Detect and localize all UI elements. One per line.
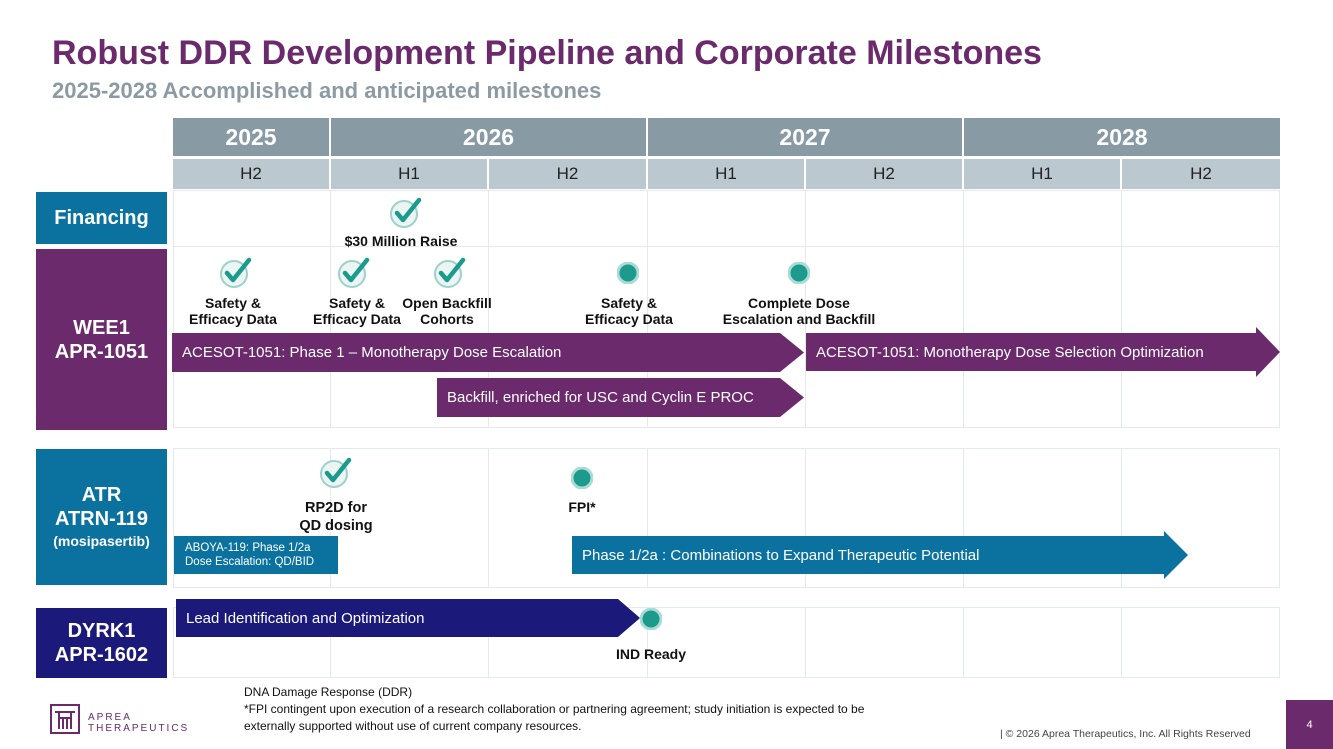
milestone-dyrk-ind: IND Ready	[615, 646, 687, 662]
row-label-financing: Financing	[36, 192, 167, 244]
checkmark-icon	[434, 257, 466, 288]
milestone-text: QD dosing	[299, 518, 373, 534]
grid-line	[488, 448, 489, 588]
checkmark-icon	[390, 197, 422, 228]
milestone-text: Open Backfill	[402, 295, 492, 311]
half-header: H1	[648, 159, 804, 189]
year-header-2027: 2027	[648, 118, 962, 156]
milestone-text: Complete Dose	[748, 295, 850, 311]
milestone-text: Safety &	[328, 295, 386, 311]
milestone-atr-rp2d: RP2D for QD dosing	[299, 499, 372, 535]
row-label-text: DYRK1	[67, 620, 136, 642]
copyright-text: | © 2026 Aprea Therapeutics, Inc. All Ri…	[1000, 728, 1251, 740]
half-header: H2	[806, 159, 962, 189]
milestone-text: Escalation and Backfill	[722, 311, 876, 327]
milestone-text: Cohorts	[420, 311, 474, 327]
milestone-wee1-safety-efficacy: Safety & Efficacy Data	[189, 295, 277, 327]
milestone-dot-icon	[571, 467, 593, 489]
arrow-text: ABOYA-119: Phase 1/2a	[185, 542, 311, 554]
grid-line	[330, 190, 331, 428]
milestone-dot-icon	[617, 262, 639, 284]
row-label-text: APR-1602	[54, 644, 149, 666]
wee1-selection-arrow: ACESOT-1051: Monotherapy Dose Selection …	[806, 327, 1280, 377]
grid-line	[805, 190, 806, 428]
dyrk1-lead-arrow: Lead Identification and Optimization	[176, 599, 640, 637]
grid-line	[647, 448, 648, 588]
row-label-text: ATRN-119	[55, 508, 148, 530]
milestone-text: Safety &	[600, 295, 658, 311]
milestone-raise: $30 Million Raise	[344, 233, 458, 249]
milestone-wee1-open-backfill: Open Backfill Cohorts	[402, 295, 491, 327]
row-label-wee1: WEE1 APR-1051	[36, 249, 167, 430]
milestone-text: Efficacy Data	[585, 311, 673, 327]
row-label-dyrk1: DYRK1 APR-1602	[36, 608, 167, 678]
milestone-text: RP2D for	[304, 500, 368, 516]
grid-line	[963, 448, 964, 588]
half-header: H2	[1122, 159, 1280, 189]
grid-line	[330, 448, 331, 588]
footnote: DNA Damage Response (DDR) *FPI contingen…	[244, 684, 864, 735]
milestone-text: Safety &	[204, 295, 262, 311]
milestone-text: Efficacy Data	[313, 311, 401, 327]
grid-line	[805, 607, 806, 678]
atr-combination-arrow: Phase 1/2a : Combinations to Expand Ther…	[572, 531, 1188, 579]
aprea-logo-text: APREA THERAPEUTICS	[88, 712, 189, 734]
year-header-2028: 2028	[964, 118, 1280, 156]
grid-line	[488, 607, 489, 678]
milestone-atr-fpi: FPI*	[568, 499, 596, 515]
half-header: H1	[331, 159, 487, 189]
row-label-text: WEE1	[73, 316, 130, 339]
aprea-logo-icon	[50, 704, 80, 734]
footnote-line: *FPI contingent upon execution of a rese…	[244, 702, 865, 716]
grid-divider	[173, 246, 1280, 247]
milestone-wee1-complete-dose: Complete Dose Escalation and Backfill	[723, 295, 876, 327]
grid-line	[330, 607, 331, 678]
grid-line	[647, 190, 648, 428]
page-number: 4	[1286, 700, 1333, 749]
footnote-line: externally supported without use of curr…	[244, 719, 582, 733]
row-label-text: APR-1051	[54, 340, 149, 363]
checkmark-icon	[320, 457, 352, 488]
arrow-text: Dose Escalation: QD/BID	[185, 556, 315, 568]
half-header: H2	[489, 159, 646, 189]
footnote-line: DNA Damage Response (DDR)	[244, 685, 413, 699]
grid-line	[1121, 190, 1122, 428]
logo-line: THERAPEUTICS	[88, 723, 190, 734]
wee1-phase1-arrow: ACESOT-1051: Phase 1 – Monotherapy Dose …	[172, 333, 804, 372]
page-subtitle: 2025-2028 Accomplished and anticipated m…	[52, 78, 602, 103]
row-label-atr: ATR ATRN-119 (mosipasertib)	[36, 449, 167, 585]
checkmark-icon	[220, 257, 252, 288]
row-label-text: ATR	[81, 484, 122, 506]
milestone-dot-icon	[788, 262, 810, 284]
wee1-backfill-arrow: Backfill, enriched for USC and Cyclin E …	[437, 378, 804, 417]
atr-escalation-box: ABOYA-119: Phase 1/2a Dose Escalation: Q…	[174, 536, 338, 574]
grid-line	[1121, 607, 1122, 678]
logo-line: APREA	[88, 712, 132, 723]
half-header: H1	[964, 159, 1120, 189]
row-label-text: (mosipasertib)	[53, 533, 150, 549]
grid-line	[488, 190, 489, 428]
grid-line	[805, 448, 806, 588]
milestone-wee1-safety-efficacy: Safety & Efficacy Data	[585, 295, 673, 327]
year-header-2026: 2026	[331, 118, 646, 156]
milestone-wee1-safety-efficacy: Safety & Efficacy Data	[313, 295, 401, 327]
page-title: Robust DDR Development Pipeline and Corp…	[52, 34, 1042, 72]
milestone-text: Efficacy Data	[189, 311, 277, 327]
row-label-text: Financing	[54, 207, 149, 229]
milestone-dot-icon	[640, 608, 662, 630]
year-header-2025: 2025	[173, 118, 329, 156]
grid-line	[1121, 448, 1122, 588]
half-header: H2	[173, 159, 329, 189]
grid-line	[963, 607, 964, 678]
grid-line	[647, 607, 648, 678]
checkmark-icon	[338, 257, 370, 288]
grid-line	[963, 190, 964, 428]
